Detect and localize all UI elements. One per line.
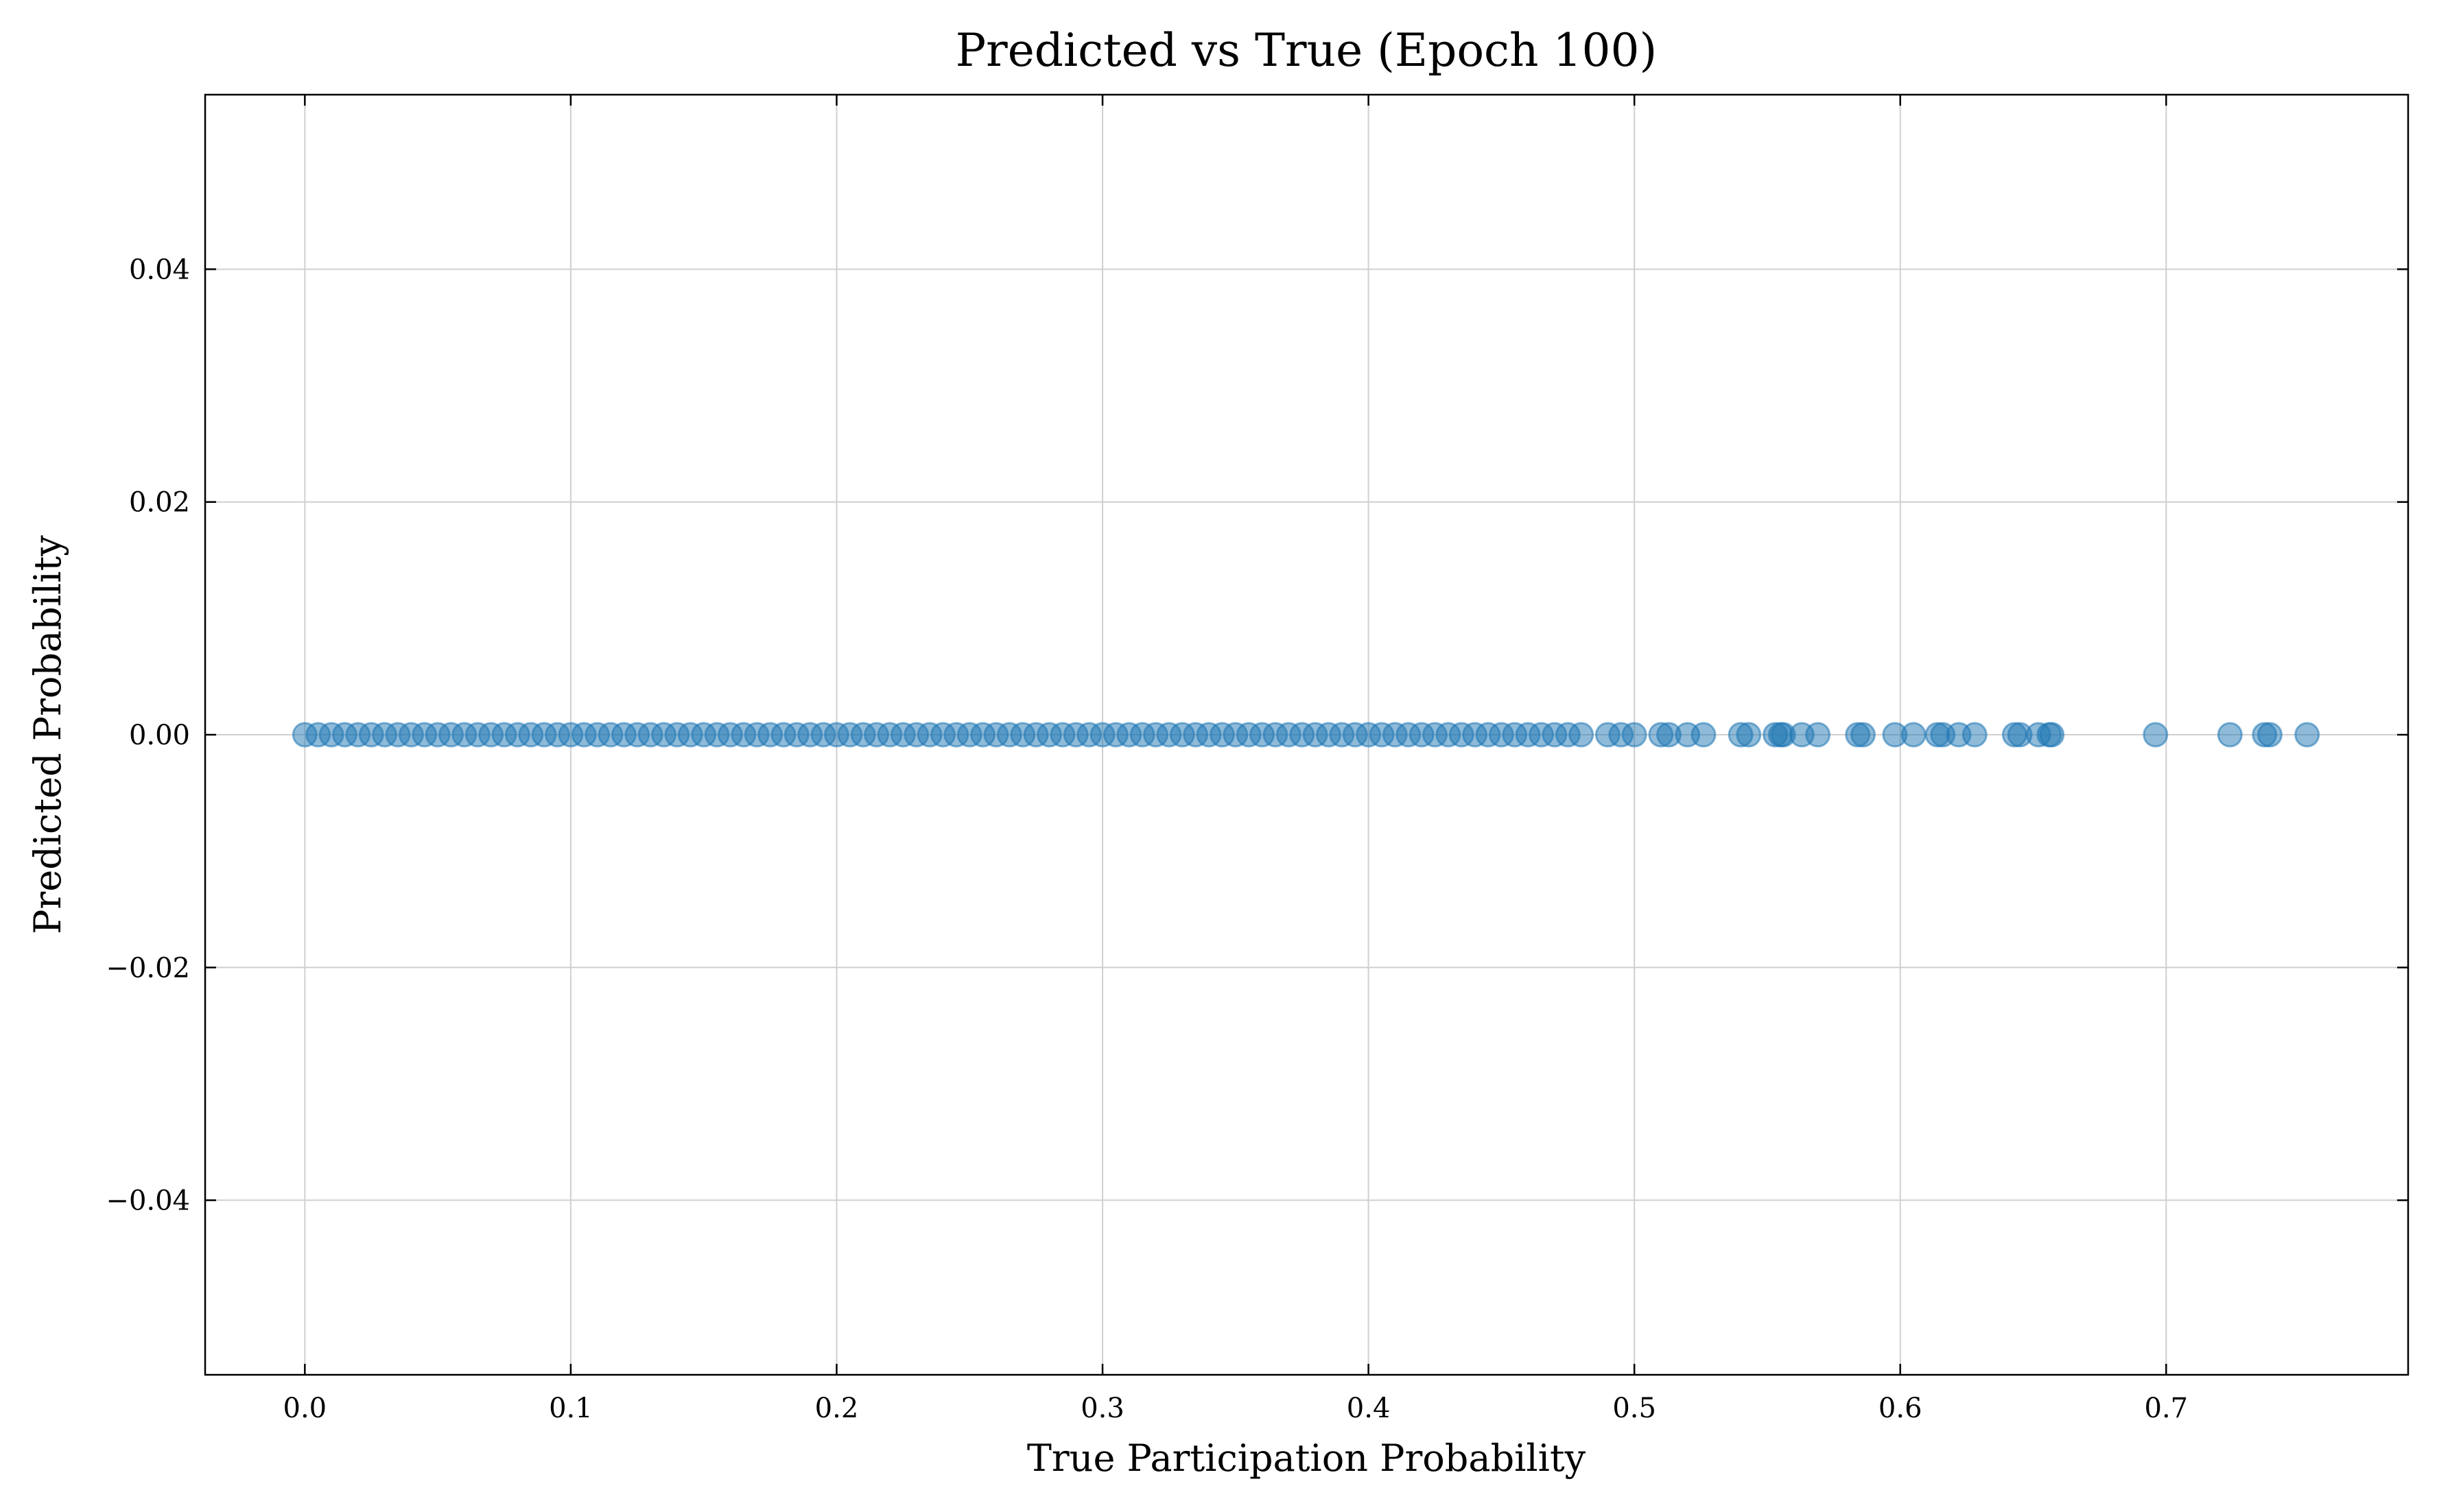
- point: [1568, 722, 1594, 748]
- x-tick-label: 0.6: [1878, 1393, 1922, 1424]
- point: [2294, 722, 2320, 748]
- plot-frame: [204, 93, 2409, 1376]
- x-tick-label: 0.3: [1081, 1393, 1124, 1424]
- point: [2039, 722, 2065, 748]
- chart-title: Predicted vs True (Epoch 100): [956, 24, 1657, 77]
- point: [2143, 722, 2169, 748]
- x-tick-label: 0.1: [549, 1393, 593, 1424]
- y-tick-label: −0.02: [106, 952, 190, 984]
- point: [1850, 722, 1876, 748]
- x-axis-label: True Participation Probability: [1027, 1437, 1586, 1480]
- y-tick-label: −0.04: [106, 1185, 190, 1217]
- y-axis-label: Predicted Probability: [26, 535, 69, 934]
- x-tick-label: 0.5: [1612, 1393, 1656, 1424]
- point: [2217, 722, 2243, 748]
- point: [1690, 722, 1717, 748]
- point: [1900, 722, 1927, 748]
- plot-points: [292, 722, 2320, 748]
- x-tick-label: 0.0: [283, 1393, 327, 1424]
- x-tick-label: 0.4: [1347, 1393, 1391, 1424]
- y-tick-label: 0.02: [129, 487, 190, 519]
- point: [2257, 722, 2283, 748]
- point: [1736, 722, 1762, 748]
- x-tick-label: 0.2: [815, 1393, 859, 1424]
- y-tick-label: 0.04: [129, 254, 190, 285]
- point: [1961, 722, 1988, 748]
- point: [1805, 722, 1831, 748]
- y-tick-label: 0.00: [129, 720, 190, 751]
- x-tick-label: 0.7: [2145, 1393, 2189, 1424]
- point: [1621, 722, 1647, 748]
